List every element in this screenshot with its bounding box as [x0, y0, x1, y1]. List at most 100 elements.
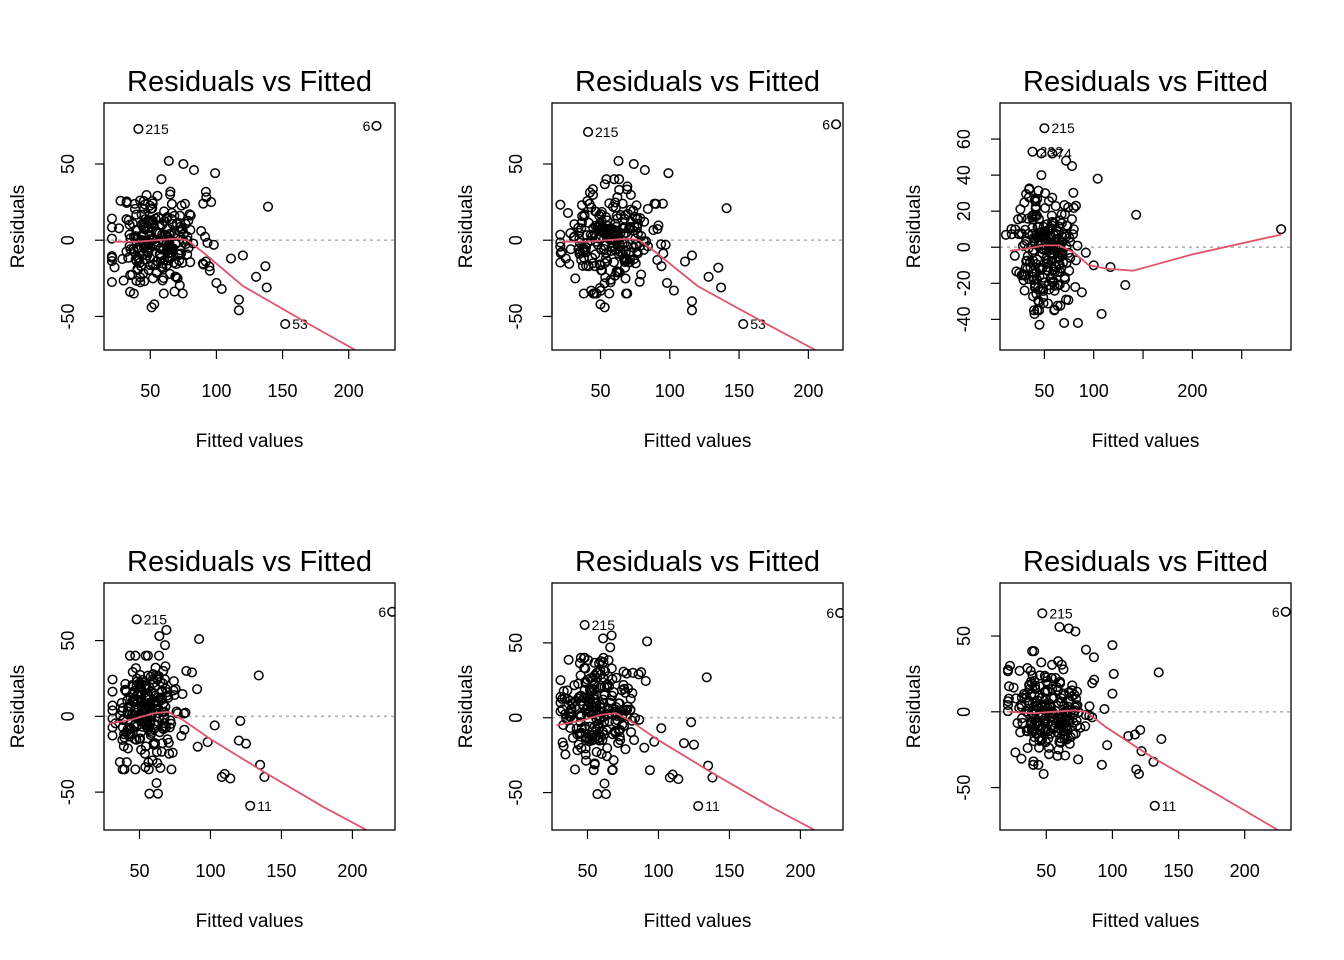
data-point — [261, 282, 272, 293]
data-point — [1030, 196, 1041, 207]
data-point — [688, 739, 700, 750]
data-point — [1019, 285, 1030, 296]
data-point — [106, 213, 117, 224]
data-point — [628, 205, 639, 216]
data-point — [622, 288, 633, 299]
data-point — [166, 764, 177, 775]
data-point — [565, 244, 576, 255]
data-point — [139, 203, 150, 214]
data-point — [620, 744, 631, 755]
data-point — [106, 233, 117, 244]
data-point — [235, 715, 246, 726]
data-point — [1072, 317, 1083, 329]
data-point — [1058, 690, 1069, 701]
data-point — [136, 706, 147, 717]
data-point — [644, 765, 655, 776]
data-point — [1120, 280, 1131, 291]
labeled-data-point — [579, 619, 590, 630]
data-point — [713, 262, 724, 273]
data-point — [107, 700, 118, 711]
data-point — [130, 650, 141, 661]
y-axis-label: Residuals — [456, 185, 477, 268]
data-point — [573, 739, 584, 750]
data-point — [617, 198, 628, 209]
x-axis-label: Fitted values — [1092, 911, 1200, 932]
y-tick-label: 0 — [954, 242, 974, 252]
data-point — [210, 168, 221, 179]
data-point — [620, 253, 631, 264]
data-point — [1084, 701, 1095, 712]
y-tick-label: -20 — [954, 270, 974, 296]
data-point — [1054, 736, 1065, 748]
data-point — [164, 268, 176, 279]
data-point — [1136, 746, 1147, 757]
data-point — [1017, 717, 1028, 729]
plot-title: Residuals vs Fitted — [127, 66, 372, 98]
x-tick-label: 100 — [655, 381, 685, 401]
data-point — [569, 764, 581, 775]
data-point — [169, 228, 180, 239]
data-point — [119, 732, 130, 743]
data-point — [631, 200, 642, 211]
data-point — [132, 695, 143, 706]
data-point — [603, 655, 614, 666]
data-point — [612, 267, 623, 278]
data-point — [560, 253, 571, 264]
data-point — [591, 746, 602, 757]
data-point — [679, 256, 691, 267]
data-point — [1070, 281, 1081, 293]
data-point — [1013, 214, 1024, 225]
data-point — [636, 269, 647, 280]
data-point — [124, 229, 135, 240]
data-point — [253, 670, 264, 681]
data-point — [569, 680, 580, 691]
data-point — [179, 724, 190, 735]
data-point — [576, 200, 588, 211]
point-label: 215 — [592, 617, 616, 633]
x-axis: 50 100 150 200 — [577, 829, 815, 881]
x-tick-label: 50 — [590, 381, 610, 401]
data-point — [119, 764, 130, 775]
data-point — [580, 755, 592, 766]
data-point — [605, 274, 616, 285]
data-point — [1022, 743, 1033, 754]
y-tick-label: -50 — [954, 775, 974, 801]
data-point — [598, 633, 609, 644]
data-point — [1080, 644, 1092, 655]
data-point — [150, 662, 161, 673]
data-point — [1028, 233, 1039, 244]
data-point — [141, 190, 152, 201]
data-point — [625, 254, 636, 265]
data-point — [608, 201, 619, 212]
data-point — [184, 209, 195, 220]
plot-title: Residuals vs Fitted — [575, 66, 820, 98]
data-point — [192, 741, 203, 752]
data-point — [1049, 285, 1060, 296]
x-axis: 50 100 150 200 — [129, 829, 367, 881]
data-point — [604, 288, 615, 299]
data-point — [233, 305, 244, 316]
data-point — [573, 244, 584, 255]
data-point — [1027, 214, 1039, 225]
data-point — [618, 679, 629, 690]
data-point — [636, 667, 647, 678]
data-point — [160, 661, 171, 672]
data-point — [233, 294, 244, 305]
x-tick-label: 50 — [1034, 381, 1054, 401]
data-point — [622, 208, 633, 219]
data-point — [1050, 261, 1061, 272]
residual-plot-panel: Residuals vs Fitted Fitted values Residual… — [8, 66, 396, 452]
data-point — [601, 174, 612, 185]
data-point — [1030, 203, 1041, 214]
data-point — [625, 693, 636, 704]
data-point — [158, 724, 169, 735]
data-point — [172, 273, 183, 284]
x-tick-label: 100 — [195, 861, 225, 881]
data-point — [1048, 713, 1059, 724]
x-tick-label: 200 — [337, 861, 367, 881]
data-point — [1070, 255, 1082, 266]
point-label: 215 — [144, 611, 168, 627]
data-point — [583, 655, 594, 666]
data-point — [1044, 698, 1055, 709]
plot-title: Residuals vs Fitted — [1023, 546, 1268, 578]
